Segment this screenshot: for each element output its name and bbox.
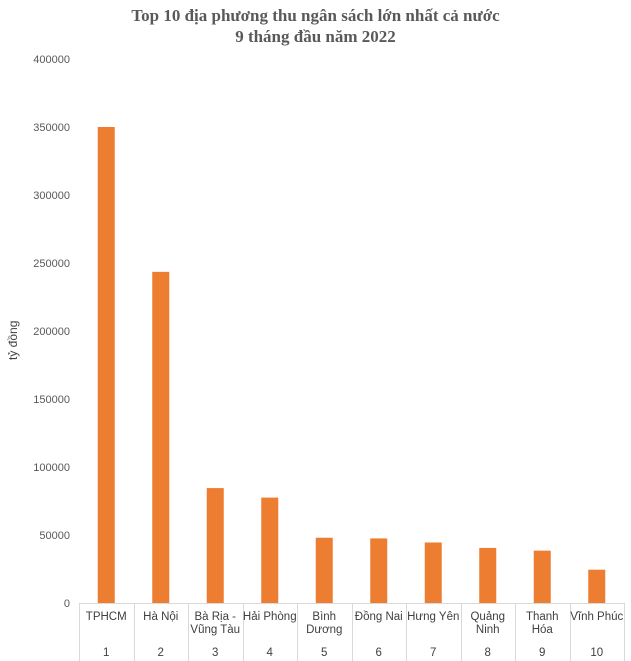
- x-tick-label: Quảng Ninh: [470, 611, 505, 636]
- y-tick-label: 400000: [33, 54, 70, 66]
- x-rank-label: 10: [590, 647, 603, 659]
- x-tick-label: Vĩnh Phúc: [570, 611, 623, 623]
- y-tick-label: 0: [64, 598, 70, 610]
- y-tick-label: 200000: [33, 326, 70, 338]
- y-tick-label: 300000: [33, 190, 70, 202]
- bar: [206, 488, 224, 603]
- x-tick-label: Bình Dương: [306, 611, 342, 636]
- y-tick-label: 50000: [39, 530, 70, 542]
- x-rank-label: 6: [376, 647, 382, 659]
- bar: [588, 569, 606, 603]
- y-tick-label: 100000: [33, 462, 70, 474]
- x-rank-label: 5: [321, 647, 327, 659]
- bar: [261, 497, 279, 603]
- x-rank-label: 9: [539, 647, 545, 659]
- x-rank-label: 7: [430, 647, 436, 659]
- x-tick-label: Đồng Nai: [355, 611, 403, 623]
- bar: [315, 537, 333, 603]
- x-rank-label: 8: [485, 647, 491, 659]
- x-rank-label: 4: [267, 647, 274, 659]
- bar: [424, 542, 442, 603]
- x-tick-label: Hưng Yên: [407, 611, 459, 623]
- x-tick-label: Thanh Hóa: [526, 611, 559, 636]
- y-tick-label: 350000: [33, 122, 70, 134]
- x-tick-label: Hải Phòng: [243, 611, 297, 623]
- bar: [479, 547, 497, 603]
- y-tick-label: 250000: [33, 258, 70, 270]
- chart-subtitle: 9 tháng đầu năm 2022: [235, 27, 396, 46]
- x-tick-label: Bà Rịa -Vũng Tàu: [190, 611, 240, 636]
- bar: [152, 271, 170, 603]
- bar: [97, 127, 115, 603]
- bar: [533, 550, 551, 603]
- x-rank-label: 2: [158, 647, 164, 659]
- x-tick-label: Hà Nội: [143, 611, 178, 623]
- y-tick-label: 150000: [33, 394, 70, 406]
- bar: [370, 538, 388, 603]
- x-tick-label: TPHCM: [86, 611, 127, 623]
- x-rank-label: 3: [212, 647, 218, 659]
- chart-title: Top 10 địa phương thu ngân sách lớn nhất…: [131, 6, 500, 25]
- x-rank-label: 1: [103, 647, 109, 659]
